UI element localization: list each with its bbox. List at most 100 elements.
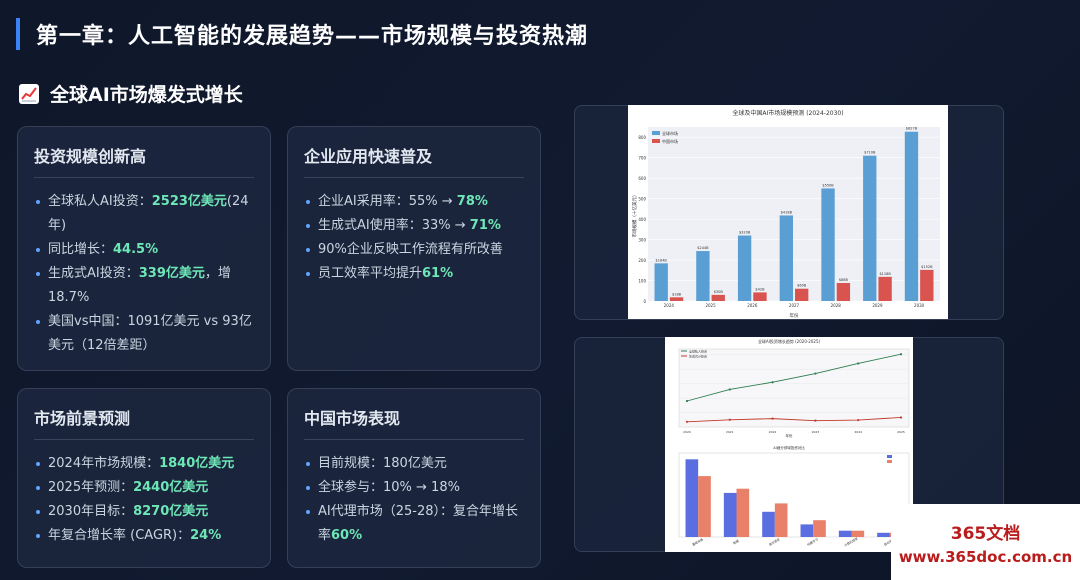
item-highlight: 339亿美元: [138, 266, 205, 281]
card-list: 2024年市场规模：1840亿美元 2025年预测：2440亿美元 2030年目标：…: [34, 452, 254, 548]
data-label: $60B: [797, 284, 807, 288]
item-text: 员工效率平均提升: [318, 266, 423, 281]
legend-swatch: [652, 139, 660, 143]
data-label: $418B: [781, 210, 793, 214]
data-point: [728, 388, 731, 391]
page-title-bar: 第一章：人工智能的发展趋势——市场规模与投资热潮: [16, 18, 588, 50]
list-item: AI代理市场（25-28）：复合年增长率60%: [304, 500, 524, 548]
series-line: [686, 417, 902, 423]
bar: [696, 251, 710, 301]
item-text: 90%企业反映工作流程有所改善: [318, 242, 503, 257]
list-item: 生成式AI使用率：33% → 71%: [304, 214, 524, 238]
data-label: $827B: [906, 127, 918, 131]
card-forecast: 市场前景预测 2024年市场规模：1840亿美元 2025年预测：2440亿美元 2…: [17, 388, 271, 568]
card-china: 中国市场表现 目前规模：180亿美元全球参与：10% → 18% AI代理市场（2…: [287, 388, 541, 568]
bar: [836, 282, 851, 301]
data-point: [685, 399, 689, 403]
card-title: 投资规模创新高: [34, 143, 254, 178]
data-label: $42B: [755, 287, 765, 291]
item-text: 生成式AI投资：: [48, 266, 139, 281]
item-text: 年复合增长率 (CAGR)：: [48, 528, 191, 543]
list-item: 90%企业反映工作流程有所改善: [304, 238, 524, 262]
list-item: 全球参与：10% → 18%: [304, 476, 524, 500]
x-tick-label: 2030: [914, 303, 925, 308]
bar: [736, 488, 750, 537]
y-tick-label: 800: [638, 135, 646, 140]
data-point: [814, 372, 817, 375]
chart-increasing-icon: [19, 83, 39, 104]
data-label: $118B: [879, 272, 891, 276]
x-tick-label: 2029: [872, 303, 883, 308]
bar: [800, 524, 814, 537]
data-label: $88B: [839, 278, 849, 282]
y-tick-label: 0: [643, 299, 646, 304]
y-tick-label: 700: [638, 156, 646, 161]
x-tick-label: 机器学习: [806, 537, 819, 547]
item-text: 企业AI采用率：55% →: [318, 194, 457, 209]
item-text: AI代理市场（25-28）：复合年增长率: [318, 504, 519, 543]
market-size-bar-chart: 全球及中国AI市场规模预测 (2024-2030) 0 100 200 300 400 50…: [631, 109, 940, 319]
section-title: 全球AI市场爆发式增长: [50, 84, 243, 106]
x-tick-label: 基础设施: [691, 537, 704, 547]
item-text: 全球参与：10% → 18%: [318, 480, 460, 495]
legend-swatch: [652, 131, 660, 135]
bar: [669, 297, 684, 301]
y-tick-label: 100: [638, 279, 646, 284]
data-label: $244B: [697, 246, 709, 250]
x-tick-label: 计算机视觉: [843, 536, 859, 548]
data-label: $18B: [672, 292, 682, 296]
bar: [863, 155, 877, 301]
bar: [813, 520, 826, 537]
chart-title: AI细分领域投资对比: [773, 445, 805, 450]
x-tick-label: 2025: [897, 430, 905, 434]
list-item: 美国vs中国：1091亿美元 vs 93亿美元（12倍差距）: [34, 310, 254, 358]
legend-label: 全球私人投资: [689, 349, 707, 354]
data-label: $320B: [739, 230, 751, 234]
plot-area: [678, 452, 910, 538]
item-text: 生成式AI使用率：33% →: [318, 218, 470, 233]
list-item: 同比增长：44.5%: [34, 238, 254, 262]
item-highlight: 61%: [422, 266, 454, 281]
card-title: 中国市场表现: [304, 405, 524, 440]
card-title: 市场前景预测: [34, 405, 254, 440]
x-tick-label: 自然语言: [768, 537, 781, 547]
y-tick-label: 300: [638, 238, 646, 243]
card-list: 企业AI采用率：55% → 78% 生成式AI使用率：33% → 71% 90%企业…: [304, 190, 524, 286]
y-axis-label: 市场规模（十亿美元）: [631, 193, 638, 238]
chart-paper-top: 全球及中国AI市场规模预测 (2024-2030) 0 100 200 300 400 50…: [628, 105, 948, 319]
legend-swatch: [887, 460, 892, 463]
item-text: 2024年市场规模：: [48, 456, 160, 471]
bar: [838, 530, 852, 537]
x-tick-label: 2026: [747, 303, 758, 308]
bar: [698, 476, 711, 537]
y-tick-label: 500: [638, 197, 646, 202]
item-highlight: 44.5%: [113, 242, 159, 257]
plot-area: [678, 348, 910, 428]
watermark: 365文档 www.365doc.com.cn: [891, 504, 1080, 580]
bar: [779, 215, 793, 301]
item-text: 2025年预测：: [48, 480, 134, 495]
x-tick-label: 2027: [789, 303, 800, 308]
x-tick-label: 2024: [854, 430, 862, 434]
item-highlight: 2523亿美元: [151, 194, 227, 209]
data-point: [685, 420, 689, 423]
list-item: 年复合增长率 (CAGR)：24%: [34, 524, 254, 548]
legend-swatch: [887, 455, 892, 458]
list-item: 目前规模：180亿美元: [304, 452, 524, 476]
watermark-line1: 365文档: [950, 523, 1021, 544]
bar: [762, 511, 775, 537]
bar: [920, 269, 934, 301]
bar: [711, 294, 725, 301]
y-tick-label: 200: [638, 258, 646, 263]
item-text: 2030年目标：: [48, 504, 134, 519]
legend-label: 中国市场: [662, 138, 678, 144]
bar: [774, 503, 788, 537]
item-suffix: ，增18.7%: [48, 266, 231, 305]
list-item: 生成式AI投资：339亿美元，增18.7%: [34, 262, 254, 310]
data-point: [728, 418, 731, 421]
watermark-line2: www.365doc.com.cn: [898, 547, 1073, 566]
item-highlight: 60%: [331, 528, 363, 543]
data-point: [857, 362, 860, 365]
chart-title: 全球AI投资增长趋势 (2020-2025): [758, 338, 821, 344]
